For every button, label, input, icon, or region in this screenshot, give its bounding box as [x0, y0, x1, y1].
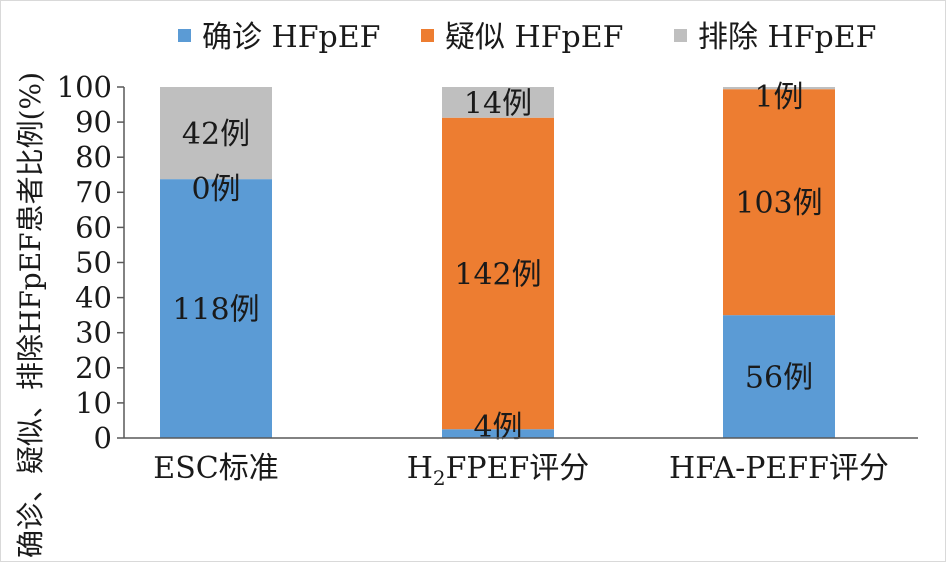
y-tick-label: 40 [75, 281, 112, 315]
y-tick-label: 0 [94, 421, 112, 455]
data-label: 56例 [745, 361, 813, 396]
y-tick-label: 50 [75, 246, 112, 280]
x-tick-label: HFA-PEFF评分 [669, 451, 889, 486]
bar-segment [442, 87, 554, 118]
legend-swatch [674, 29, 687, 42]
x-tick-label: H2FPEF评分 [407, 451, 590, 490]
data-label: 0例 [191, 172, 240, 207]
y-axis-label: 确诊、疑似、排除HFpEF患者比例(%) [14, 72, 47, 558]
legend-label: 疑似 HFpEF [445, 20, 623, 55]
legend-swatch [421, 29, 434, 42]
bar-segment [160, 179, 272, 438]
y-tick-label: 60 [75, 210, 112, 244]
bar-segment [723, 89, 835, 316]
y-tick-label: 100 [57, 70, 112, 104]
y-tick-label: 10 [75, 386, 112, 420]
bars: 118例 0例 42例 4例 142例 14例 56例 103例 1例 [160, 80, 835, 445]
y-tick-label: 20 [75, 351, 112, 385]
legend-swatch [178, 29, 191, 42]
data-label: 14例 [464, 86, 532, 121]
data-label: 103例 [735, 186, 822, 221]
bar-segment [723, 87, 835, 90]
legend: 确诊 HFpEF 疑似 HFpEF 排除 HFpEF [178, 20, 876, 55]
y-tick-label: 30 [75, 316, 112, 350]
y-tick-label: 80 [75, 140, 112, 174]
x-axis: ESC标准 H2FPEF评分 HFA-PEFF评分 [124, 437, 918, 490]
y-tick-label: 70 [75, 175, 112, 209]
y-tick-label: 90 [75, 105, 112, 139]
legend-label: 排除 HFpEF [698, 20, 876, 55]
bar-segment [723, 315, 835, 438]
legend-label: 确诊 HFpEF [202, 20, 380, 55]
data-label: 42例 [182, 117, 250, 152]
x-tick-label: ESC标准 [153, 451, 278, 486]
data-label: 1例 [754, 80, 803, 115]
data-label: 118例 [172, 293, 259, 328]
bar-segment [160, 87, 272, 180]
data-label: 4例 [473, 410, 522, 445]
data-label: 142例 [454, 257, 541, 292]
bar-segment [442, 117, 554, 430]
bar-segment [442, 429, 554, 438]
